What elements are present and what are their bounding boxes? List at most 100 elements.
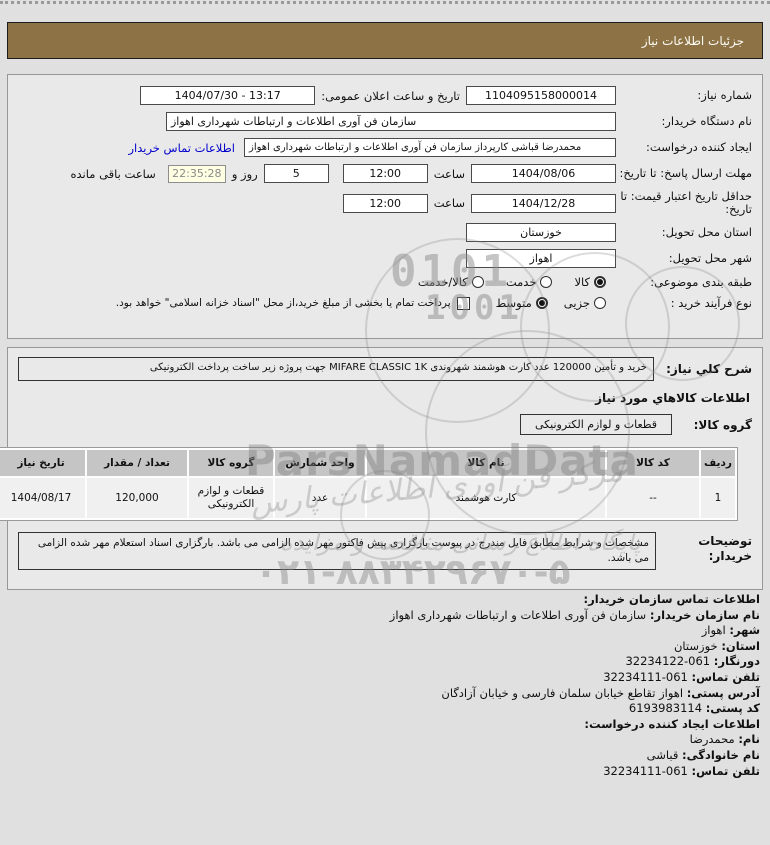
delivery-city-label: شهر محل تحویل: (668, 251, 752, 265)
cell-group: قطعات و لوازم الکترونیکی (189, 478, 273, 518)
radio-partial-label: جزیی (563, 296, 590, 310)
need-description-box: خرید و تأمین 120000 عدد کارت هوشمند شهرو… (18, 357, 654, 381)
deadline-hour-label: ساعت (433, 166, 465, 181)
announce-label: تاریخ و ساعت اعلان عمومی: (321, 88, 460, 103)
contact-label: آدرس پستی: (686, 685, 760, 700)
deadline-time-field[interactable]: 12:00 (342, 164, 428, 183)
radio-goods-label: کالا (574, 275, 590, 289)
top-dotted-divider (0, 1, 770, 4)
contact-label: شهر: (729, 623, 760, 638)
contact-line: تلفن تماس: 32234111-061 (10, 670, 760, 686)
buyer-remarks-box: مشخصات و شرایط مطابق فایل مندرج در پیوست… (18, 532, 656, 570)
radio-service-label: خدمت (505, 275, 537, 289)
deadline-date-field[interactable]: 1404/08/06 (471, 164, 616, 183)
col-row: ردیف (701, 450, 735, 476)
goods-table-header: ردیف کد کالا نام کالا واحد شمارش گروه کا… (0, 450, 735, 476)
buyer-remarks-row: توضیحات خریدار: مشخصات و شرایط مطابق فای… (18, 532, 752, 570)
delivery-province-label: استان محل تحویل: (661, 225, 752, 239)
countdown-timer: 22:35:28 (167, 164, 226, 183)
col-unit: واحد شمارش (275, 450, 365, 476)
delivery-city-row: شهر محل تحویل: اهواز (18, 249, 752, 268)
contact-line: آدرس پستی: اهواز تقاطع خیابان سلمان فارس… (10, 686, 760, 702)
table-row: 1 -- کارت هوشمند عدد قطعات و لوازم الکتر… (0, 478, 735, 518)
contact-value: محمدرضا (689, 732, 735, 747)
org-contact-heading: اطلاعات تماس سازمان خریدار: (583, 592, 760, 606)
contact-label: تلفن تماس: (691, 669, 760, 684)
request-creator-label: ایجاد کننده درخواست: (646, 140, 752, 154)
classification-row: طبقه بندی موضوعی: کالا خدمت کالا/خدمت (18, 275, 752, 289)
contact-label: نام سازمان خریدار: (649, 607, 760, 622)
announce-datetime-field[interactable]: 1404/07/30 - 13:17 (140, 86, 316, 105)
radio-partial[interactable] (594, 297, 606, 309)
radio-goods[interactable] (594, 276, 606, 288)
need-description-row: شرح کلي نیاز: خرید و تأمین 120000 عدد کا… (18, 357, 752, 381)
col-code: کد کالا (607, 450, 699, 476)
contact-line: نام: محمدرضا (10, 732, 760, 748)
delivery-city-field[interactable]: اهواز (466, 249, 616, 268)
cell-qty: 120,000 (87, 478, 187, 518)
contact-line: تلفن تماس: 32234111-061 (10, 764, 760, 780)
request-creator-row: ایجاد کننده درخواست: محمدرضا قباشی کارپر… (18, 138, 752, 157)
contact-value: 32234111-061 (603, 669, 688, 684)
page-title-bar: جزئیات اطلاعات نیاز (7, 22, 763, 59)
treasury-docs-label: پرداخت تمام یا بخشی از مبلغ خرید،از محل … (115, 297, 451, 309)
need-description-label: شرح کلي نیاز: (666, 362, 752, 376)
need-number-row: شماره نیاز: 1104095158000014 تاریخ و ساع… (18, 86, 752, 105)
treasury-docs-checkbox[interactable] (456, 296, 470, 310)
buyer-contact-link[interactable]: اطلاعات تماس خریدار (128, 140, 235, 155)
col-name: نام کالا (367, 450, 605, 476)
col-group: گروه کالا (189, 450, 273, 476)
validity-date-field[interactable]: 1404/12/28 (471, 193, 616, 213)
radio-medium-label: متوسط (495, 296, 532, 310)
goods-group-box: قطعات و لوازم الکترونیکی (520, 414, 672, 435)
radio-goods-service[interactable] (471, 276, 484, 288)
goods-group-row: گروه کالا: قطعات و لوازم الکترونیکی (18, 414, 752, 435)
page-title: جزئیات اطلاعات نیاز (641, 33, 744, 48)
contact-line: نام خانوادگی: قباشی (10, 748, 760, 764)
col-qty: تعداد / مقدار (87, 450, 187, 476)
radio-medium[interactable] (535, 297, 548, 309)
creator-contact-heading: اطلاعات ایجاد کننده درخواست: (584, 716, 760, 731)
need-number-field[interactable]: 1104095158000014 (466, 86, 616, 105)
process-type-label: نوع فرآیند خرید : (670, 295, 752, 310)
validity-hour-label: ساعت (433, 196, 465, 210)
days-remaining-field[interactable]: 5 (263, 164, 329, 183)
col-date: تاریخ نیاز (0, 450, 85, 476)
contact-label: نام: (738, 732, 760, 747)
contact-label: دورنگار: (713, 654, 760, 669)
contact-label: نام خانوادگی: (682, 747, 760, 762)
cell-code: -- (607, 478, 699, 518)
general-info-panel: شماره نیاز: 1104095158000014 تاریخ و ساع… (7, 74, 763, 339)
reply-deadline-row: مهلت ارسال پاسخ: تا تاریخ: 1404/08/06 سا… (18, 164, 752, 183)
contact-label: استان: (721, 638, 760, 653)
goods-table: ردیف کد کالا نام کالا واحد شمارش گروه کا… (0, 447, 738, 521)
buyer-org-row: نام دستگاه خریدار: سازمان فن آوری اطلاعا… (18, 112, 752, 131)
radio-goods-service-label: کالا/خدمت (417, 275, 468, 289)
contact-label: تلفن تماس: (691, 763, 760, 778)
validity-time-field[interactable]: 12:00 (342, 193, 428, 213)
cell-row: 1 (701, 478, 735, 518)
contact-value: سازمان فن آوری اطلاعات و ارتباطات شهردار… (389, 607, 647, 622)
delivery-province-field[interactable]: خوزستان (466, 223, 616, 242)
goods-group-label: گروه کالا: (693, 417, 752, 432)
cell-date: 1404/08/17 (0, 478, 85, 518)
contact-line: نام سازمان خریدار: سازمان فن آوری اطلاعا… (10, 608, 760, 624)
contact-value: 32234111-061 (603, 763, 688, 778)
request-creator-field[interactable]: محمدرضا قباشی کارپرداز سازمان فن آوری اط… (244, 138, 616, 157)
price-validity-label: حداقل تاریخ اعتبار قیمت: تا تاریخ: (620, 189, 752, 216)
contact-line: استان: خوزستان (10, 639, 760, 655)
contact-line: شهر: اهواز (10, 623, 760, 639)
days-label: روز و (231, 166, 258, 181)
buyer-remarks-label: توضیحات خریدار: (698, 534, 752, 563)
contact-value: اهواز تقاطع خیابان سلمان فارسی و خیابان … (441, 685, 684, 700)
buyer-org-label: نام دستگاه خریدار: (661, 114, 752, 128)
cell-unit: عدد (275, 478, 365, 518)
contact-value: قباشی (646, 747, 679, 762)
contact-line: کد پستی: 6193983114 (10, 701, 760, 717)
cell-name: کارت هوشمند (367, 478, 605, 518)
contact-value: 6193983114 (628, 701, 703, 716)
contact-value: خوزستان (673, 638, 718, 653)
buyer-org-field[interactable]: سازمان فن آوری اطلاعات و ارتباطات شهردار… (166, 112, 616, 131)
radio-service[interactable] (540, 276, 553, 288)
